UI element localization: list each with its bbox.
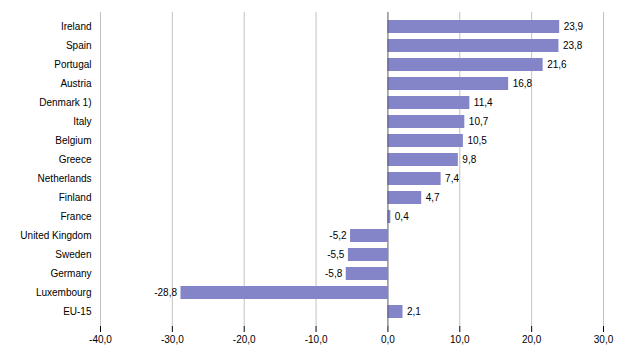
svg-text:-10,0: -10,0	[305, 334, 328, 345]
svg-text:30,0: 30,0	[594, 334, 614, 345]
svg-text:11,4: 11,4	[474, 97, 493, 108]
svg-text:-20,0: -20,0	[233, 334, 256, 345]
svg-text:10,5: 10,5	[467, 135, 487, 146]
svg-text:20,0: 20,0	[522, 334, 542, 345]
svg-text:23,8: 23,8	[563, 40, 583, 51]
svg-text:2,1: 2,1	[407, 306, 421, 317]
svg-text:0,0: 0,0	[381, 334, 395, 345]
svg-text:France: France	[60, 211, 92, 222]
svg-text:0,4: 0,4	[395, 211, 409, 222]
svg-text:-30,0: -30,0	[161, 334, 184, 345]
svg-text:4,7: 4,7	[426, 192, 440, 203]
svg-text:16,8: 16,8	[513, 78, 533, 89]
svg-text:Austria: Austria	[60, 78, 92, 89]
svg-text:Greece: Greece	[59, 154, 92, 165]
svg-text:Netherlands: Netherlands	[38, 173, 92, 184]
svg-text:9,8: 9,8	[462, 154, 476, 165]
svg-text:Luxembourg: Luxembourg	[36, 287, 92, 298]
svg-text:-5,2: -5,2	[329, 230, 347, 241]
svg-text:Finland: Finland	[59, 192, 92, 203]
svg-text:Spain: Spain	[66, 40, 92, 51]
svg-text:Denmark 1): Denmark 1)	[39, 97, 91, 108]
svg-text:Portugal: Portugal	[54, 59, 91, 70]
svg-text:10,0: 10,0	[450, 334, 470, 345]
svg-text:7,4: 7,4	[445, 173, 459, 184]
svg-text:-40,0: -40,0	[89, 334, 112, 345]
svg-text:Belgium: Belgium	[55, 135, 91, 146]
svg-text:21,6: 21,6	[547, 59, 567, 70]
svg-text:Germany: Germany	[50, 268, 91, 279]
svg-text:-28,8: -28,8	[154, 287, 177, 298]
svg-text:United Kingdom: United Kingdom	[20, 230, 91, 241]
svg-text:-5,5: -5,5	[327, 249, 345, 260]
svg-text:Italy: Italy	[73, 116, 91, 127]
svg-text:EU-15: EU-15	[63, 306, 92, 317]
svg-text:Ireland: Ireland	[61, 21, 92, 32]
svg-text:10,7: 10,7	[469, 116, 489, 127]
svg-text:23,9: 23,9	[564, 21, 584, 32]
svg-text:Sweden: Sweden	[55, 249, 91, 260]
svg-text:-5,8: -5,8	[325, 268, 343, 279]
